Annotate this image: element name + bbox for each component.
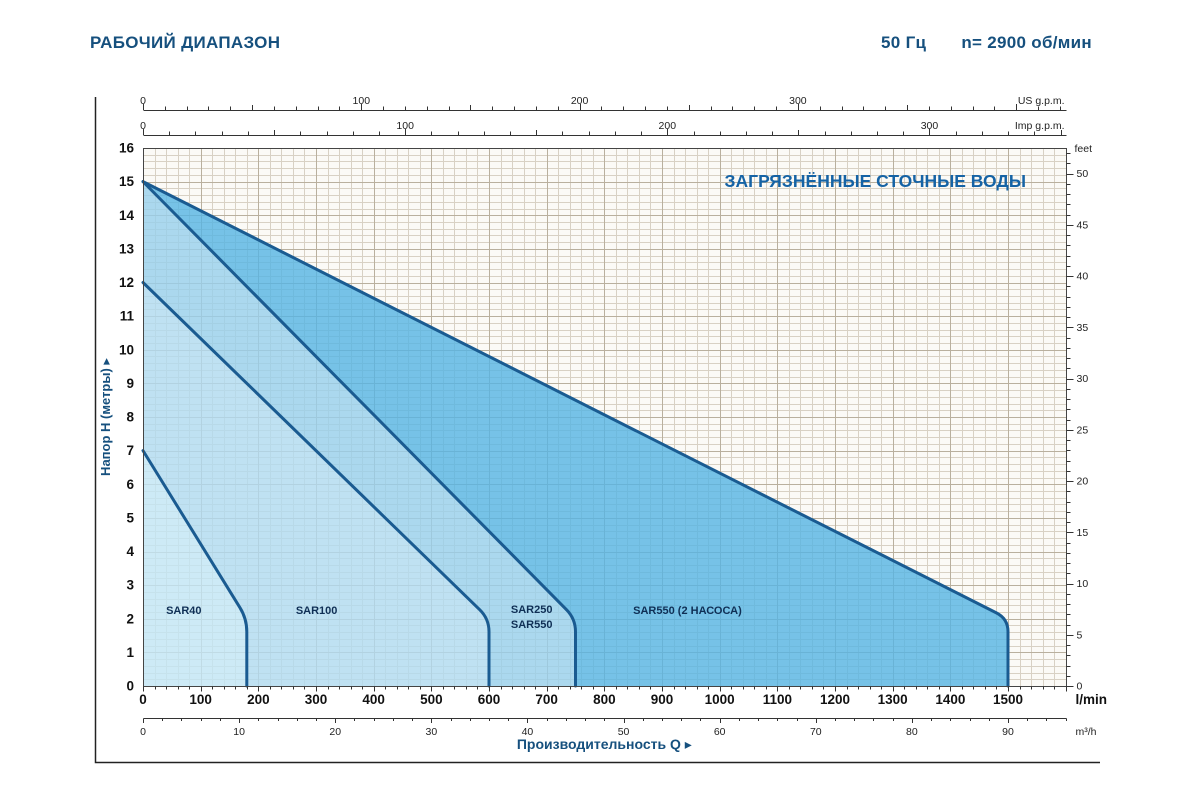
usgpm-tick-label: 0 xyxy=(140,95,146,107)
y-axis-title: Напор H (метры) ▸ xyxy=(98,358,113,476)
feet-tick-label: 10 xyxy=(1077,578,1089,590)
impgpm-tick-label: 100 xyxy=(396,120,414,132)
feet-tick-label: 40 xyxy=(1077,271,1089,283)
lmin-tick-label: 1400 xyxy=(935,692,965,707)
head-tick-label: 5 xyxy=(126,510,134,525)
lmin-tick-label: 1300 xyxy=(878,692,908,707)
region-sar550-2pump xyxy=(143,181,1009,686)
head-tick-label: 10 xyxy=(119,342,134,357)
feet-tick-label: 20 xyxy=(1077,476,1089,488)
feet-tick-label: 5 xyxy=(1077,629,1083,641)
head-tick-label: 6 xyxy=(126,477,134,492)
lmin-tick-label: 1200 xyxy=(820,692,850,707)
m3h-tick-label: 50 xyxy=(618,726,630,738)
m3h-tick-label: 30 xyxy=(425,726,437,738)
head-tick-label: 3 xyxy=(126,578,134,593)
region-border-sar550-2pump xyxy=(141,180,1010,688)
lmin-tick-label: 1000 xyxy=(705,692,735,707)
feet-tick-label: 15 xyxy=(1077,527,1089,539)
head-tick-label: 7 xyxy=(126,443,134,458)
feet-tick-label: 50 xyxy=(1077,168,1089,180)
impgpm-tick-label: 0 xyxy=(140,120,146,132)
region-label-sar250-sar550: SAR250 xyxy=(511,604,553,616)
impgpm-tick-label: 300 xyxy=(921,120,939,132)
lmin-tick-label: 800 xyxy=(593,692,616,707)
usgpm-tick-label: 100 xyxy=(353,95,371,107)
lmin-tick-label: 100 xyxy=(189,692,212,707)
impgpm-tick-label: 200 xyxy=(659,120,677,132)
figure-frame xyxy=(94,97,1100,764)
chart-title: ЗАГРЯЗНЁННЫЕ СТОЧНЫЕ ВОДЫ xyxy=(725,171,1026,191)
region-label-sar250-sar550: SAR550 xyxy=(511,619,553,631)
lmin-tick-label: 400 xyxy=(362,692,385,707)
head-tick-label: 4 xyxy=(126,544,134,559)
m3h-unit-label: m³/h xyxy=(1076,726,1097,738)
m3h-tick-label: 80 xyxy=(906,726,918,738)
lmin-tick-label: 1100 xyxy=(763,692,792,707)
feet-tick-label: 45 xyxy=(1077,219,1089,231)
head-tick-label: 9 xyxy=(126,376,134,391)
region-label-sar40: SAR40 xyxy=(166,605,201,617)
lmin-unit-label: l/min xyxy=(1076,692,1108,707)
head-tick-label: 12 xyxy=(119,275,134,290)
region-label-sar100: SAR100 xyxy=(296,605,338,617)
impgpm-unit-label: Imp g.p.m. xyxy=(1015,120,1065,132)
frequency-label: 50 Гц xyxy=(881,33,927,52)
lmin-tick-label: 1500 xyxy=(993,692,1023,707)
m3h-tick-label: 70 xyxy=(810,726,822,738)
feet-unit-label: feet xyxy=(1075,143,1093,155)
region-label-sar550-2pump: SAR550 (2 НАСОСА) xyxy=(633,605,742,617)
m3h-tick-label: 10 xyxy=(233,726,245,738)
region-sar250-sar550 xyxy=(143,181,576,686)
header-specs: 50 Гц n= 2900 об/мин xyxy=(881,33,1092,53)
feet-tick-label: 35 xyxy=(1077,322,1089,334)
region-border-sar250-sar550 xyxy=(141,180,578,688)
head-tick-label: 14 xyxy=(119,208,135,223)
lmin-tick-label: 700 xyxy=(535,692,558,707)
head-tick-label: 16 xyxy=(119,141,135,156)
m3h-tick-label: 0 xyxy=(140,726,146,738)
m3h-tick-label: 60 xyxy=(714,726,726,738)
head-tick-label: 8 xyxy=(126,410,134,425)
region-sar100 xyxy=(143,282,490,686)
speed-label: n= 2900 об/мин xyxy=(961,33,1092,52)
lmin-tick-label: 200 xyxy=(247,692,270,707)
lmin-tick-label: 0 xyxy=(139,692,147,707)
head-tick-label: 15 xyxy=(119,174,135,189)
head-tick-label: 0 xyxy=(126,679,134,694)
usgpm-tick-label: 200 xyxy=(571,95,589,107)
feet-tick-label: 25 xyxy=(1077,424,1089,436)
lmin-tick-label: 600 xyxy=(478,692,501,707)
usgpm-unit-label: US g.p.m. xyxy=(1018,95,1065,107)
lmin-tick-label: 900 xyxy=(651,692,674,707)
feet-tick-label: 0 xyxy=(1077,681,1083,693)
head-tick-label: 11 xyxy=(120,309,135,324)
m3h-tick-label: 90 xyxy=(1002,726,1014,738)
region-sar40 xyxy=(143,450,247,686)
m3h-tick-label: 20 xyxy=(329,726,341,738)
x-axis-title: Производительность Q ▸ xyxy=(517,736,692,752)
usgpm-tick-label: 300 xyxy=(789,95,807,107)
m3h-tick-label: 40 xyxy=(522,726,534,738)
head-tick-label: 1 xyxy=(126,645,134,660)
head-tick-label: 13 xyxy=(119,241,135,256)
feet-tick-label: 30 xyxy=(1077,373,1089,385)
page-title: РАБОЧИЙ ДИАПАЗОН xyxy=(90,33,281,52)
lmin-tick-label: 300 xyxy=(305,692,328,707)
region-border-sar40 xyxy=(141,449,249,688)
head-tick-label: 2 xyxy=(126,611,134,626)
lmin-tick-label: 500 xyxy=(420,692,443,707)
region-border-sar100 xyxy=(141,281,491,688)
